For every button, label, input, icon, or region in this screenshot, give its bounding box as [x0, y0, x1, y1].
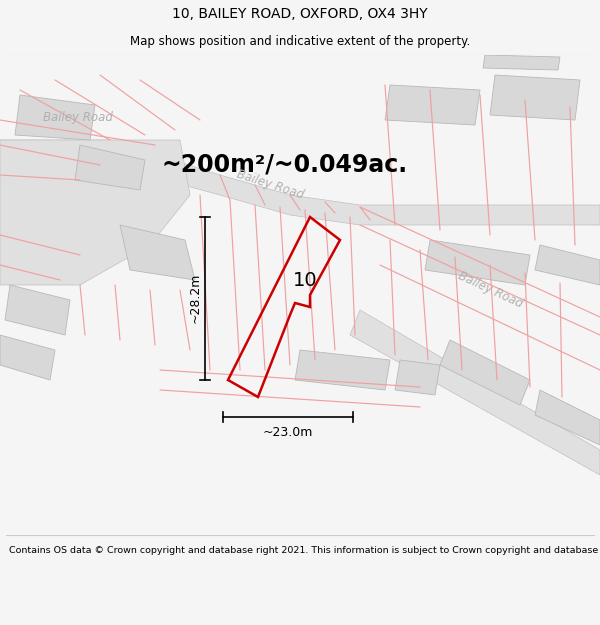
Polygon shape — [295, 350, 390, 390]
Polygon shape — [15, 95, 95, 140]
Text: ~200m²/~0.049ac.: ~200m²/~0.049ac. — [162, 153, 408, 177]
Polygon shape — [425, 240, 530, 285]
Polygon shape — [440, 340, 530, 405]
Polygon shape — [535, 390, 600, 445]
Polygon shape — [0, 335, 55, 380]
Text: Bailey Road: Bailey Road — [455, 269, 524, 311]
Text: Bailey Road: Bailey Road — [235, 168, 305, 202]
Polygon shape — [0, 140, 190, 285]
Polygon shape — [490, 75, 580, 120]
Polygon shape — [5, 285, 70, 335]
Polygon shape — [75, 145, 145, 190]
Text: ~28.2m: ~28.2m — [188, 272, 202, 323]
Polygon shape — [385, 85, 480, 125]
Polygon shape — [350, 310, 600, 475]
Text: 10: 10 — [293, 271, 317, 289]
Text: Map shows position and indicative extent of the property.: Map shows position and indicative extent… — [130, 35, 470, 48]
Polygon shape — [535, 245, 600, 285]
Text: 10, BAILEY ROAD, OXFORD, OX4 3HY: 10, BAILEY ROAD, OXFORD, OX4 3HY — [172, 7, 428, 21]
Text: ~23.0m: ~23.0m — [263, 426, 313, 439]
Polygon shape — [120, 225, 195, 280]
Polygon shape — [0, 140, 600, 225]
Text: Contains OS data © Crown copyright and database right 2021. This information is : Contains OS data © Crown copyright and d… — [9, 546, 600, 555]
Polygon shape — [483, 55, 560, 70]
Polygon shape — [395, 360, 440, 395]
Text: Bailey Road: Bailey Road — [43, 111, 113, 124]
